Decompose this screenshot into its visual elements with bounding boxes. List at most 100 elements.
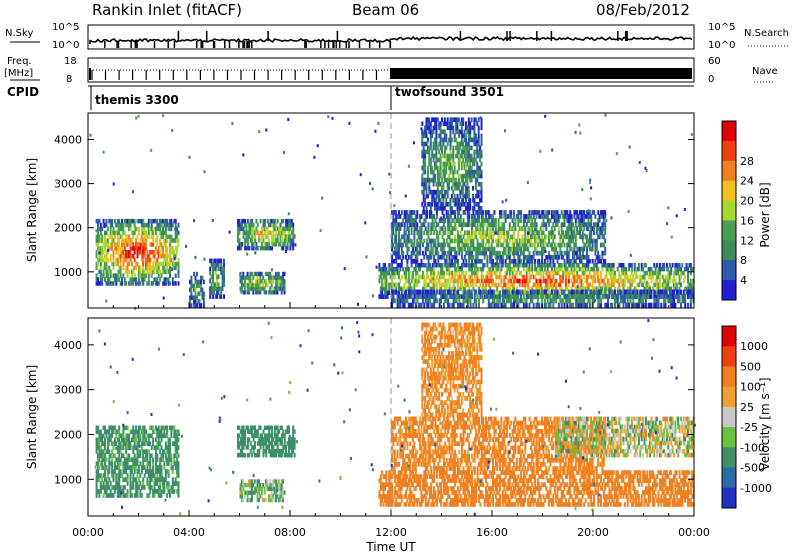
power-cell [137, 269, 140, 274]
power-cell [462, 198, 465, 203]
power-cell [431, 282, 434, 288]
power-cell [142, 218, 145, 224]
power-cell [135, 242, 138, 247]
power-cell [557, 266, 560, 272]
power-cell [435, 286, 438, 291]
power-cell [286, 245, 289, 251]
power-cell [193, 299, 196, 304]
power-cell [128, 234, 131, 239]
power-cell [210, 274, 213, 280]
power-cell [118, 269, 121, 274]
nsky-left-bottom: 10^0 [52, 40, 79, 51]
power-cell [548, 238, 551, 244]
power-cell [474, 181, 477, 187]
power-scatter-cell [628, 145, 631, 149]
power-cell [548, 274, 551, 280]
power-cell [573, 254, 576, 260]
power-cell [574, 266, 577, 272]
power-scatter-cell [527, 231, 529, 235]
power-cell [475, 270, 478, 276]
power-cell [166, 218, 169, 224]
power-cell [443, 193, 446, 199]
power-cell [456, 289, 459, 295]
power-cell [661, 293, 664, 299]
power-cell [259, 230, 262, 235]
power-scatter-cell [604, 113, 607, 117]
power-cell [463, 181, 466, 187]
power-cell [473, 173, 476, 179]
power-cell [424, 293, 427, 299]
power-cell [275, 222, 278, 228]
power-cell [598, 234, 601, 240]
power-cell [588, 298, 591, 304]
power-cell [475, 234, 478, 240]
power-cell [106, 281, 109, 286]
power-cell [395, 218, 398, 223]
power-cell [382, 263, 385, 268]
power-cell [453, 133, 456, 139]
power-cell [514, 270, 517, 276]
power-cell [130, 218, 133, 224]
power-cell [581, 289, 584, 295]
power-cell [293, 234, 296, 239]
power-cell [396, 270, 399, 276]
power-cell [640, 263, 643, 268]
power-cell [460, 165, 463, 171]
power-cell [145, 265, 147, 271]
power-cell [212, 266, 214, 272]
power-cell [177, 230, 180, 236]
power-cell [474, 133, 477, 139]
power-cell [97, 281, 99, 286]
power-scatter-cell [135, 116, 138, 120]
power-cell [259, 245, 262, 251]
cpid-strip: CPID themis 3300 twofsound 3501 [7, 85, 694, 110]
power-cell [476, 161, 479, 167]
power-cell [492, 226, 494, 231]
power-cell [273, 226, 276, 232]
power-cell [286, 238, 289, 243]
power-cell [132, 253, 135, 259]
power-cell [423, 263, 426, 268]
power-cell [532, 293, 535, 299]
power-cell [111, 261, 114, 267]
power-cell [469, 302, 472, 308]
power-scatter-cell [403, 232, 406, 236]
power-cell [471, 250, 473, 256]
power-cell [129, 222, 132, 228]
power-cell [553, 263, 556, 268]
power-cell [391, 286, 393, 291]
power-scatter-cell [667, 206, 670, 210]
power-cell [456, 193, 459, 199]
power-scatter-cell [103, 225, 106, 228]
power-cell [442, 274, 445, 280]
power-cell [452, 278, 455, 284]
power-cell [421, 263, 424, 268]
power-cell [429, 145, 432, 151]
power-cell [487, 266, 490, 272]
power-cell [243, 275, 246, 280]
power-cell [465, 133, 467, 139]
power-cell [156, 281, 159, 286]
power-cell [157, 261, 160, 267]
power-cell [189, 295, 191, 300]
power-cell [441, 274, 444, 280]
power-cell [557, 270, 560, 276]
power-cell [542, 250, 545, 256]
power-cell [472, 282, 475, 288]
power-cell [524, 282, 527, 288]
power-cell [664, 302, 667, 308]
power-cell [97, 230, 99, 236]
power-cell [118, 230, 121, 236]
power-cell [513, 263, 515, 268]
power-cell [642, 266, 645, 272]
power-cell [434, 242, 437, 248]
power-scatter-cell [112, 182, 115, 186]
power-cell [506, 238, 508, 244]
freq-tick-top: 18 [64, 56, 77, 67]
power-cell [285, 238, 288, 243]
power-cell [528, 302, 531, 308]
power-cell [218, 294, 221, 299]
power-cell [536, 298, 539, 304]
power-cell [479, 157, 482, 163]
power-cell [221, 278, 224, 283]
